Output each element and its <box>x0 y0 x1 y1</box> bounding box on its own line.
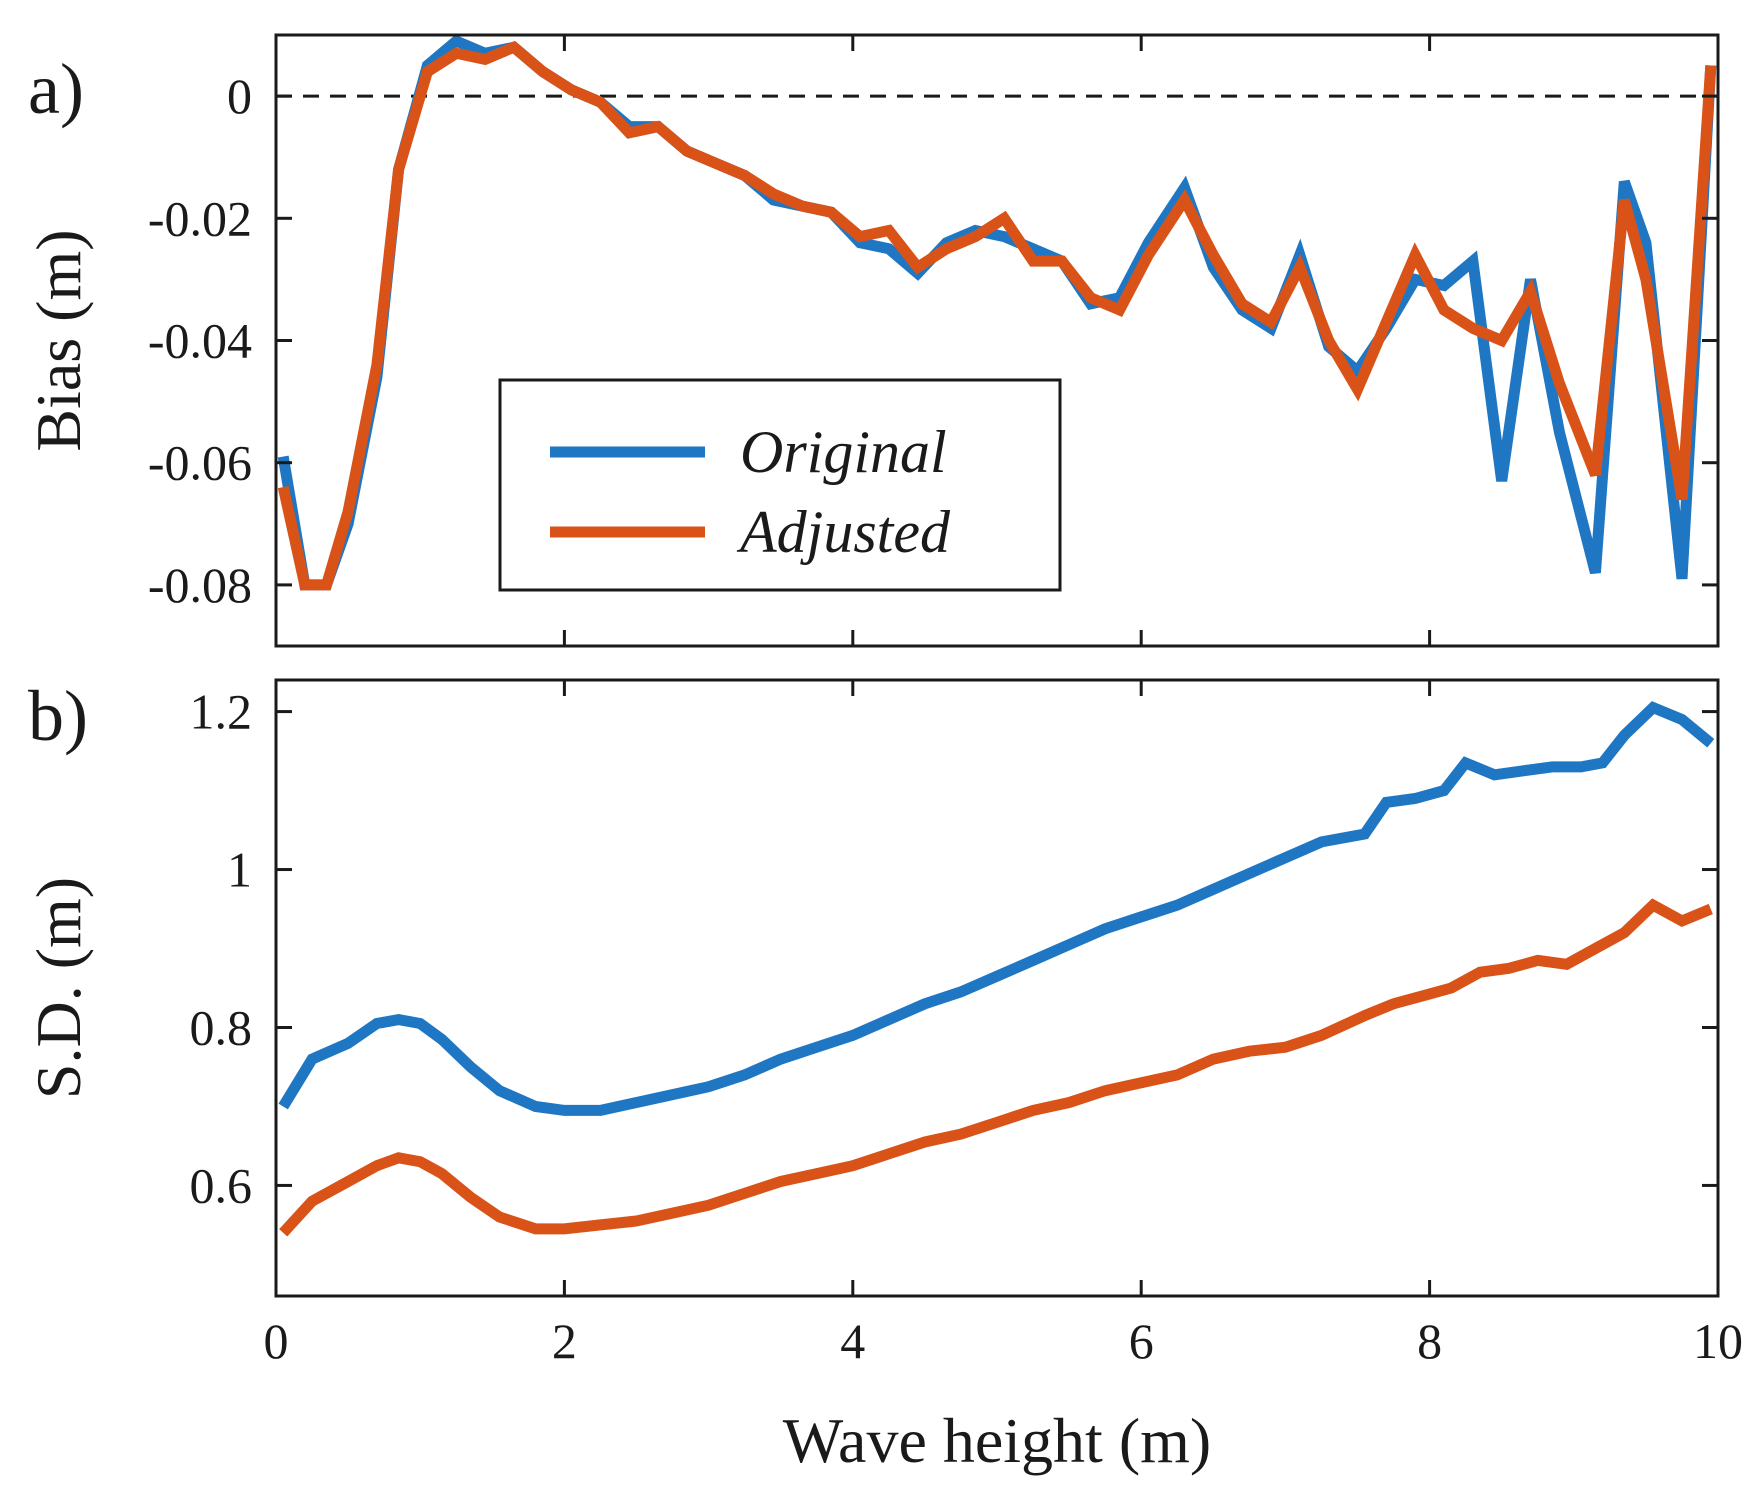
panel-label: a) <box>28 49 84 129</box>
legend-box <box>498 378 1062 592</box>
series-line-original <box>278 701 1715 1116</box>
panel-label: b) <box>28 676 88 756</box>
y-axis-label: Bias (m) <box>23 229 94 451</box>
y-tick-label: 1 <box>227 842 252 898</box>
panel-b: 0 2 4 6 8 10 1.2 1 0.8 0.6 S.D. (m) b) Wave height (… <box>23 676 1743 1476</box>
x-axis-label: Wave height (m) <box>783 1405 1211 1476</box>
x-tick-label: 8 <box>1417 1313 1442 1369</box>
y-tick-label: 1.2 <box>190 684 253 740</box>
legend: Original Adjusted <box>498 378 1062 592</box>
series-line-adjusted <box>279 898 1713 1237</box>
x-tick-label: 4 <box>840 1313 865 1369</box>
plot-frame <box>274 678 1720 1298</box>
series-group <box>277 35 1717 591</box>
panel-a: 0 -0.02 -0.04 -0.06 -0.08 Bias (m) a) Original A… <box>23 33 1720 648</box>
legend-label-adjusted: Adjusted <box>736 499 951 565</box>
series-group <box>278 701 1715 1237</box>
y-tick-label: -0.04 <box>148 313 252 369</box>
y-tick-label: 0 <box>227 68 252 124</box>
y-tick-label: 0.6 <box>190 1157 253 1213</box>
y-tick-label: -0.08 <box>148 557 252 613</box>
x-tick-label: 0 <box>264 1313 289 1369</box>
legend-label-original: Original <box>740 419 947 485</box>
series-line-adjusted <box>277 40 1717 591</box>
y-tick-label: 0.8 <box>190 999 253 1055</box>
x-tick-label: 2 <box>552 1313 577 1369</box>
x-tick-label: 6 <box>1129 1313 1154 1369</box>
y-axis-label: S.D. (m) <box>23 877 94 1099</box>
x-tick-label: 10 <box>1693 1313 1743 1369</box>
y-tick-label: -0.06 <box>148 435 252 491</box>
y-tick-label: -0.02 <box>148 190 252 246</box>
